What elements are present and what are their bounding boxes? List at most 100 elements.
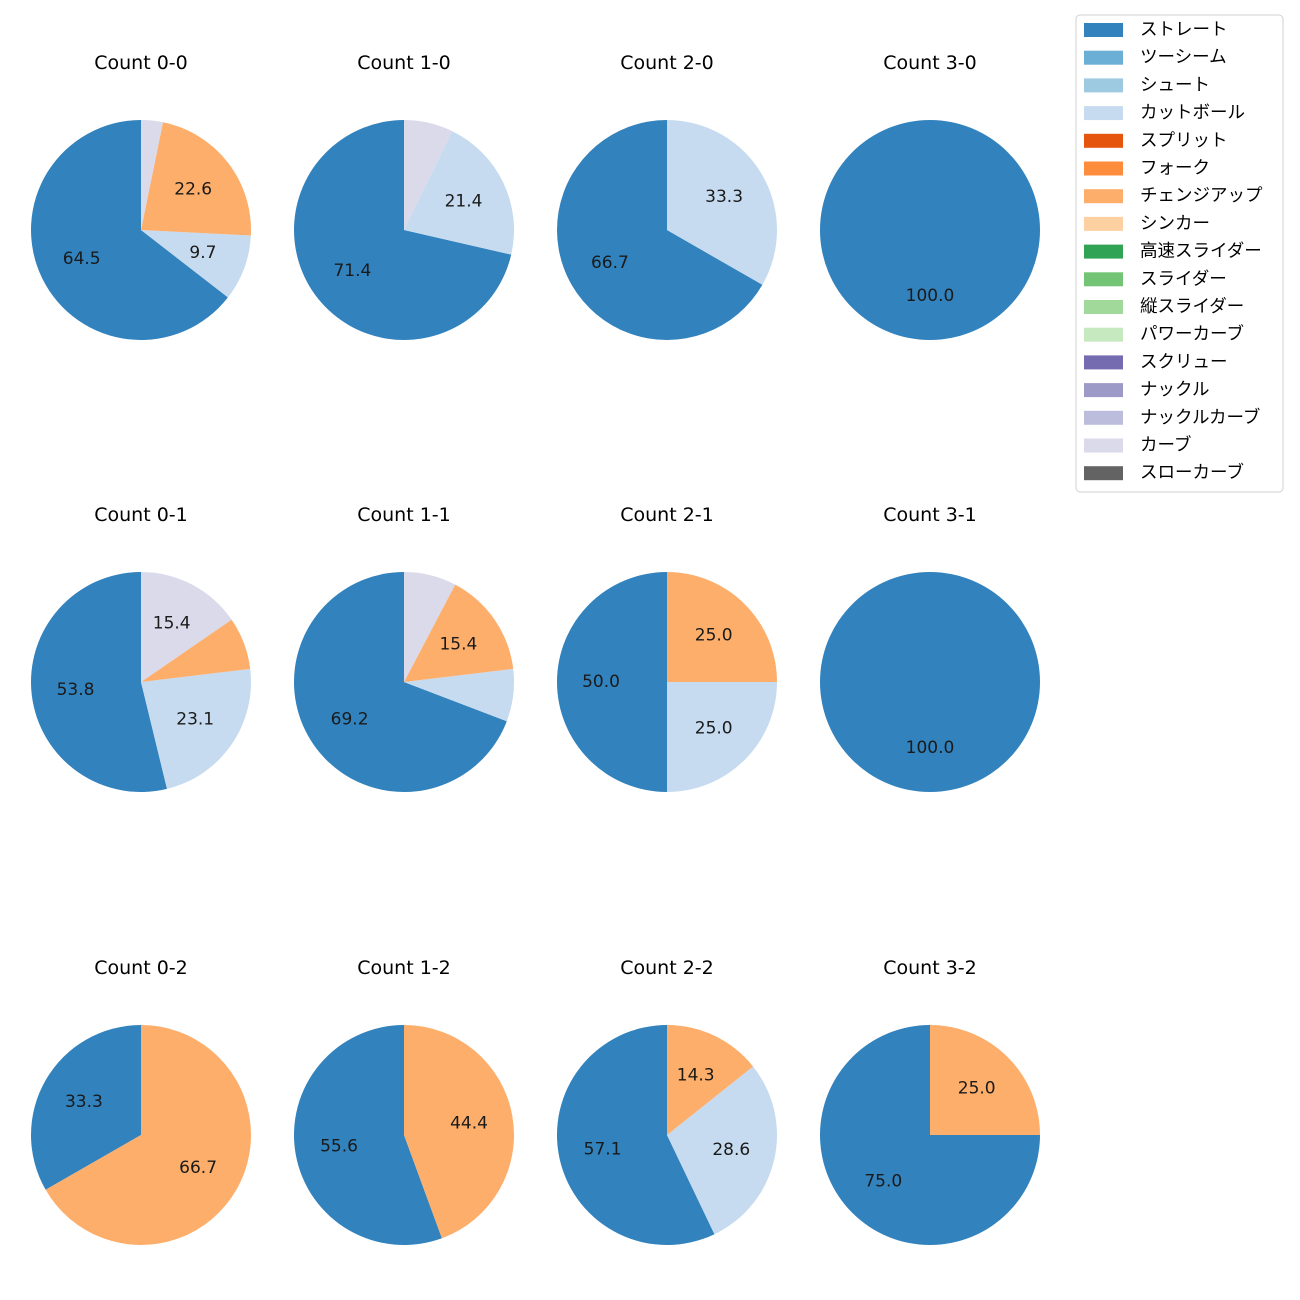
legend-label: スローカーブ [1140, 462, 1244, 483]
pie-slice [294, 572, 507, 792]
slice-label: 55.6 [320, 1137, 358, 1157]
legend-item: ナックルカーブ [1084, 407, 1260, 428]
pie-title: Count 1-2 [357, 957, 451, 979]
slice-label: 25.0 [958, 1078, 996, 1098]
legend-item: 縦スライダー [1084, 297, 1244, 317]
pie-slice [667, 1066, 777, 1235]
pie-title: Count 0-1 [94, 504, 188, 526]
legend-swatch [1084, 133, 1123, 148]
legend-item: シンカー [1084, 214, 1210, 234]
legend-label: シュート [1140, 75, 1210, 95]
pie-slice [557, 572, 667, 792]
legend-label: スライダー [1140, 269, 1227, 289]
pie-slice [30, 572, 168, 792]
legend-swatch [1084, 355, 1123, 370]
pie-title: Count 3-1 [883, 504, 977, 526]
pie-title: Count 0-2 [94, 957, 188, 979]
slice-label: 23.1 [176, 710, 214, 730]
legend-label: カットボール [1140, 103, 1245, 123]
legend-item: スクリュー [1084, 352, 1228, 372]
legend-item: ナックル [1084, 380, 1209, 400]
pie-title: Count 1-0 [357, 52, 451, 74]
slice-label: 100.0 [906, 738, 955, 758]
slice-label: 69.2 [331, 709, 369, 729]
pie-title: Count 2-0 [620, 52, 714, 74]
legend-label: 縦スライダー [1140, 297, 1244, 317]
pie-slice [404, 131, 515, 255]
slice-label: 64.5 [63, 249, 101, 269]
legend-label: パワーカーブ [1140, 324, 1244, 345]
legend-swatch [1084, 23, 1123, 37]
legend-label: ストレート [1140, 20, 1228, 40]
legend-swatch [1084, 410, 1123, 425]
pie-slice [141, 572, 232, 682]
legend-item: スローカーブ [1084, 462, 1244, 483]
legend-item: ツーシーム [1084, 48, 1227, 68]
slice-label: 25.0 [695, 625, 733, 645]
pie-title: Count 1-1 [357, 504, 451, 526]
pie-10: Count 1-2 55.6 44.4 [293, 957, 514, 1245]
legend-swatch [1084, 189, 1123, 204]
legend-label: カーブ [1140, 435, 1191, 456]
pie-slice [557, 120, 763, 340]
pie-slice [141, 668, 252, 789]
slice-label: 22.6 [174, 180, 212, 200]
pie-title: Count 2-1 [620, 504, 714, 526]
pie-5: Count 0-1 53.8 23.1 15.4 [30, 504, 252, 792]
legend-item: カーブ [1084, 435, 1191, 456]
pie-slice [667, 1025, 754, 1135]
legend-swatch [1084, 50, 1123, 65]
legend-item: ストレート [1084, 20, 1228, 40]
pie-title: Count 0-0 [94, 52, 188, 74]
legend-item: パワーカーブ [1084, 324, 1244, 345]
pie-title: Count 3-0 [883, 52, 977, 74]
pie-slice [141, 122, 251, 236]
slice-label: 28.6 [712, 1140, 750, 1160]
pie-12: Count 3-2 75.0 25.0 [820, 957, 1040, 1245]
slice-label: 53.8 [57, 680, 95, 700]
pie-slice [141, 619, 251, 682]
slice-label: 25.0 [695, 719, 733, 739]
legend-item: スプリット [1084, 131, 1228, 151]
pie-slice [820, 120, 1040, 340]
legend-item: カットボール [1084, 103, 1245, 123]
legend-label: ナックル [1140, 380, 1209, 400]
slice-label: 21.4 [445, 192, 483, 212]
pie-slice [141, 120, 163, 230]
pie-slice [556, 1025, 715, 1246]
pie-slice [404, 1025, 514, 1239]
slice-label: 50.0 [582, 672, 620, 692]
pie-slice [930, 1025, 1040, 1135]
pie-slice [667, 572, 777, 682]
legend-swatch [1084, 300, 1123, 314]
pie-slice [30, 1025, 141, 1190]
pie-slice [141, 230, 251, 298]
slice-label: 75.0 [864, 1172, 902, 1192]
legend-swatch [1084, 78, 1123, 93]
legend-label: 高速スライダー [1140, 242, 1262, 262]
pie-1: Count 0-0 64.5 9.7 22.6 [31, 52, 251, 340]
legend-item: 高速スライダー [1084, 242, 1262, 262]
legend-label: ツーシーム [1140, 48, 1227, 68]
legend-item: チェンジアップ [1084, 186, 1263, 206]
pie-slice [294, 120, 512, 340]
legend-label: スクリュー [1140, 352, 1228, 372]
pie-slice [820, 572, 1040, 792]
slice-label: 9.7 [189, 243, 216, 263]
pie-2: Count 1-0 71.4 21.4 [294, 52, 515, 340]
pie-title: Count 3-2 [883, 957, 977, 979]
legend-swatch [1084, 106, 1123, 121]
legend-swatch [1084, 216, 1123, 231]
legend-label: スプリット [1140, 131, 1228, 151]
pie-4: Count 3-0 100.0 [820, 52, 1040, 340]
pie-7: Count 2-1 50.0 25.0 25.0 [557, 504, 777, 792]
pie-title: Count 2-2 [620, 957, 714, 979]
pie-8: Count 3-1 100.0 [820, 504, 1040, 792]
legend-label: フォーク [1140, 159, 1210, 179]
legend-item: スライダー [1084, 269, 1227, 289]
legend-swatch [1084, 466, 1123, 481]
legend-label: ナックルカーブ [1140, 407, 1260, 428]
slice-label: 66.7 [591, 253, 629, 273]
